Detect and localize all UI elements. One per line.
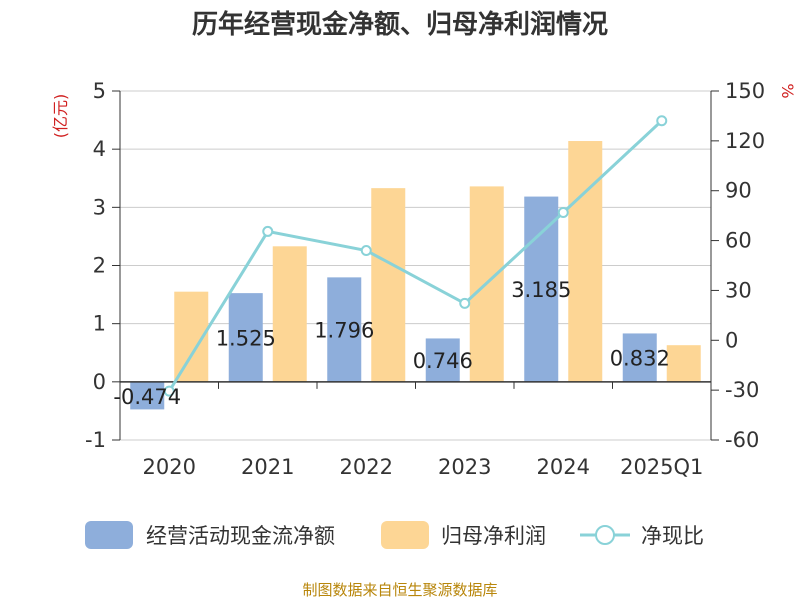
- ratio-point: [557, 206, 569, 218]
- chart-title: 历年经营现金净额、归母净利润情况: [192, 9, 608, 40]
- left-axis-tick-label: 2: [93, 254, 106, 278]
- legend-label-cash-flow: 经营活动现金流净额: [146, 524, 335, 548]
- right-axis-tick-label: 120: [725, 129, 765, 153]
- bar-cash-flow: [130, 381, 165, 410]
- data-label-cash-flow: 1.796: [314, 319, 374, 343]
- bar-cash-flow: [425, 338, 460, 382]
- category-label: 2022: [340, 455, 393, 479]
- legend-label-net-profit: 归母净利润: [441, 524, 546, 548]
- right-axis-tick-label: 150: [725, 79, 765, 103]
- source-note: 制图数据来自恒生聚源数据库: [302, 581, 497, 599]
- legend-swatch-cash-flow: [85, 521, 133, 549]
- bar-cash-flow: [228, 293, 263, 382]
- data-label-cash-flow: -0.474: [113, 385, 181, 409]
- ratio-point: [262, 225, 274, 237]
- bar-cash-flow: [622, 333, 657, 382]
- data-labels: -0.474 1.525 1.796 0.746 3.185 0.832: [113, 278, 669, 409]
- right-axis-tick-label: -30: [725, 378, 759, 402]
- bars: [130, 141, 701, 410]
- category-label: 2025Q1: [620, 455, 703, 479]
- bar-cash-flow: [327, 277, 362, 382]
- category-label: 2021: [241, 455, 294, 479]
- right-axis-tick-label: -60: [725, 428, 759, 452]
- category-label: 2020: [143, 455, 196, 479]
- right-axis-tick-label: 30: [725, 278, 752, 302]
- left-axis-tick-label: 5: [93, 79, 106, 103]
- bar-cash-flow: [524, 196, 559, 382]
- left-axis-unit: (亿元): [51, 94, 70, 139]
- right-axis-tick-label: 60: [725, 229, 752, 253]
- right-axis-unit: %: [778, 83, 797, 98]
- category-label: 2023: [438, 455, 491, 479]
- legend-swatch-ratio-point: [595, 525, 615, 545]
- ratio-point: [360, 245, 372, 257]
- left-axis-tick-label: 1: [93, 312, 106, 336]
- legend-swatch-net-profit: [381, 521, 429, 549]
- bar-net-profit: [371, 188, 406, 382]
- ratio-line-path: [167, 119, 663, 392]
- category-label: 2024: [537, 455, 590, 479]
- right-axis-tick-label: 0: [725, 328, 738, 352]
- data-label-cash-flow: 0.832: [610, 347, 670, 371]
- bar-net-profit: [666, 345, 701, 382]
- left-axis-tick-label: 3: [93, 195, 106, 219]
- bar-net-profit: [568, 141, 603, 382]
- data-label-cash-flow: 3.185: [511, 278, 571, 302]
- ratio-point: [656, 115, 668, 127]
- axes: -1 0 1 2 3 4 5 -60 -30 0 30 60 90 120 150 2020 2021 2022 2…: [85, 79, 765, 479]
- left-axis-tick-label: 0: [93, 370, 106, 394]
- bar-net-profit: [272, 246, 307, 382]
- ratio-point: [459, 297, 471, 309]
- data-label-cash-flow: 1.525: [216, 326, 276, 350]
- gridlines: [120, 90, 711, 441]
- ratio-line: [163, 115, 668, 397]
- left-axis-tick-label: 4: [93, 137, 106, 161]
- legend[interactable]: 经营活动现金流净额 归母净利润 净现比: [85, 521, 704, 549]
- data-label-cash-flow: 0.746: [413, 349, 473, 373]
- legend-label-ratio: 净现比: [641, 524, 704, 548]
- left-axis-tick-label: -1: [85, 428, 106, 452]
- right-axis-tick-label: 90: [725, 179, 752, 203]
- ratio-point: [163, 385, 175, 397]
